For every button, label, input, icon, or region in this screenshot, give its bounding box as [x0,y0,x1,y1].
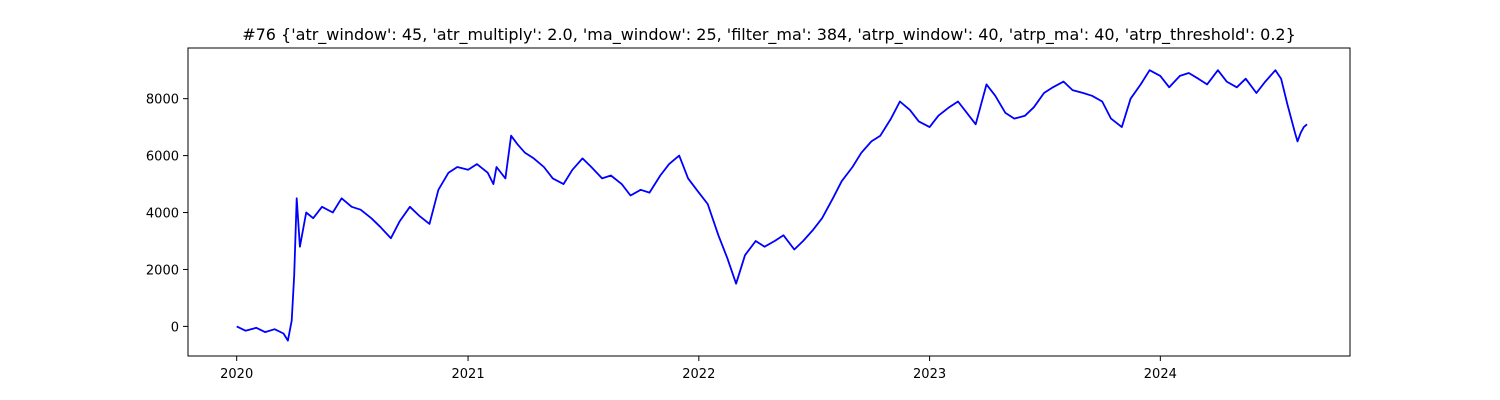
plot-frame [187,47,1351,357]
series-line [236,69,1308,342]
x-tick-label: 2022 [682,367,715,382]
chart-title: #76 {'atr_window': 45, 'atr_multiply': 2… [242,25,1296,45]
y-tick-label: 2000 [146,263,179,278]
x-tick-label: 2023 [913,367,946,382]
x-tick-label: 2024 [1144,367,1177,382]
plot-area [236,69,1308,342]
y-tick-label: 8000 [146,93,179,108]
x-tick-label: 2021 [452,367,485,382]
y-axis: 0 2000 4000 6000 8000 [146,93,188,335]
x-tick-label: 2020 [220,367,253,382]
y-tick-label: 0 [171,320,179,335]
y-tick-label: 4000 [146,207,179,222]
y-tick-label: 6000 [146,150,179,165]
x-axis: 2020 2021 2022 2023 2024 [220,356,1177,382]
